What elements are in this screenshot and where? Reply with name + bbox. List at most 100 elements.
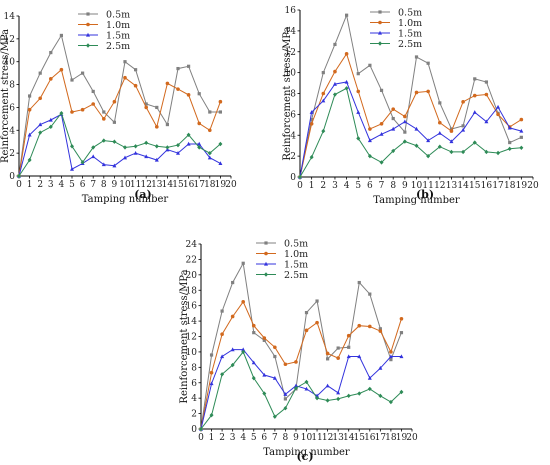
series-line (200, 349, 402, 430)
data-point (27, 132, 32, 137)
x-tick-label: 3 (48, 180, 54, 190)
data-point (70, 144, 74, 149)
data-point (325, 383, 330, 388)
y-tick-label: 12 (285, 48, 296, 58)
data-point (176, 142, 180, 148)
data-point (472, 140, 477, 145)
data-point (391, 126, 396, 131)
data-point (379, 132, 384, 136)
data-point (272, 414, 277, 419)
data-point (112, 139, 117, 144)
data-point (283, 392, 288, 396)
data-point (101, 138, 106, 143)
data-point (367, 153, 372, 159)
data-point (165, 81, 170, 86)
legend-marker (264, 241, 268, 245)
data-point (112, 120, 116, 124)
data-point (321, 98, 326, 103)
data-point (102, 110, 106, 114)
x-tick-label: 8 (283, 433, 289, 443)
data-point (154, 144, 159, 149)
data-point (519, 135, 523, 139)
data-point (426, 89, 430, 94)
y-tick-label: 8 (191, 363, 197, 373)
data-point (49, 50, 53, 55)
data-point (80, 107, 85, 112)
data-point (484, 119, 489, 124)
data-point (496, 112, 500, 117)
data-point (252, 331, 256, 335)
x-tick-label: 2 (219, 433, 225, 443)
data-point (186, 93, 191, 97)
data-point (378, 365, 383, 370)
data-point (273, 354, 277, 359)
x-tick-label: 5 (69, 180, 75, 190)
data-point (426, 153, 431, 159)
data-point (59, 67, 64, 72)
x-tick-label: 20 (225, 180, 237, 190)
data-point (187, 64, 191, 68)
data-point (298, 174, 302, 180)
data-point (123, 145, 127, 150)
data-point (70, 78, 74, 82)
series-0.5m (199, 261, 404, 431)
data-point (367, 375, 372, 380)
x-tick-label: 11 (311, 433, 322, 443)
data-point (27, 107, 32, 112)
y-tick-label: 0 (191, 425, 197, 435)
data-point (144, 140, 149, 146)
x-tick-label: 13 (151, 180, 163, 190)
data-point (304, 328, 309, 333)
x-tick-label: 16 (364, 433, 376, 443)
data-point (241, 300, 245, 304)
data-point (165, 122, 169, 127)
y-tick-label: 2 (9, 149, 15, 159)
data-point (378, 393, 383, 399)
data-point (134, 68, 138, 72)
data-point (59, 110, 64, 116)
data-point (133, 83, 138, 88)
data-point (315, 299, 319, 303)
data-point (262, 391, 267, 396)
data-point (438, 101, 442, 105)
x-tick-label: 12 (322, 433, 333, 443)
data-point (507, 146, 512, 152)
data-point (484, 149, 489, 155)
legend-label: 0.5m (398, 8, 422, 19)
data-point (38, 122, 43, 127)
y-tick-label: 18 (186, 286, 198, 296)
y-tick-label: 12 (4, 35, 15, 45)
x-tick-label: 10 (411, 181, 423, 191)
panel-label: (a) (134, 188, 152, 201)
data-point (345, 13, 349, 17)
legend-marker (378, 10, 382, 14)
x-tick-label: 6 (261, 433, 267, 443)
data-point (402, 119, 407, 124)
data-point (321, 128, 326, 134)
data-point (414, 143, 419, 148)
data-point (293, 385, 298, 391)
data-point (197, 92, 201, 96)
data-point (391, 116, 395, 121)
legend: 0.5m1.0m1.5m2.5m (256, 239, 308, 281)
data-point (379, 121, 384, 126)
x-tick-label: 13 (332, 433, 344, 443)
legend-marker (86, 43, 90, 48)
y-axis-label: Reinforcement stress/MPa (179, 269, 190, 403)
data-point (315, 395, 320, 401)
data-point (356, 136, 361, 141)
x-axis-label: Tamping number (263, 447, 350, 458)
data-point (378, 329, 383, 333)
data-point (368, 324, 372, 329)
data-point (293, 383, 298, 388)
data-point (336, 390, 341, 395)
data-point (208, 110, 212, 114)
data-point (356, 72, 360, 76)
data-point (315, 320, 319, 325)
x-tick-label: 11 (130, 180, 141, 190)
chart-panel-0: 0 1 2 3 4 5 6 7 8 9 10 11 12 13 14 15 16 17 18 19 2002468101… (0, 10, 237, 206)
data-point (414, 90, 419, 95)
data-point (209, 370, 214, 375)
legend-label: 1.0m (284, 249, 308, 260)
